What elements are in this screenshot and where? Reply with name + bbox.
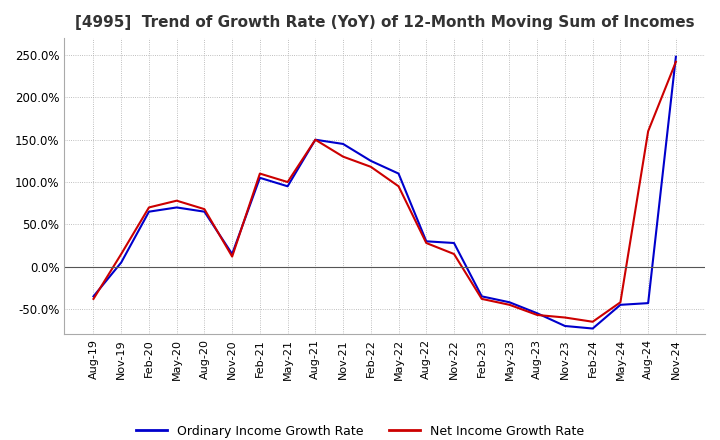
- Net Income Growth Rate: [172, 198, 181, 203]
- Line: Ordinary Income Growth Rate: Ordinary Income Growth Rate: [94, 57, 676, 329]
- Net Income Growth Rate: [89, 296, 98, 301]
- Ordinary Income Growth Rate: [672, 54, 680, 59]
- Ordinary Income Growth Rate: [395, 171, 403, 176]
- Net Income Growth Rate: [561, 315, 570, 320]
- Net Income Growth Rate: [283, 180, 292, 185]
- Ordinary Income Growth Rate: [450, 240, 459, 246]
- Net Income Growth Rate: [228, 254, 236, 259]
- Ordinary Income Growth Rate: [228, 251, 236, 257]
- Net Income Growth Rate: [616, 300, 625, 305]
- Ordinary Income Growth Rate: [117, 260, 125, 265]
- Ordinary Income Growth Rate: [644, 301, 652, 306]
- Ordinary Income Growth Rate: [533, 311, 541, 316]
- Net Income Growth Rate: [644, 128, 652, 134]
- Ordinary Income Growth Rate: [339, 141, 348, 147]
- Net Income Growth Rate: [477, 296, 486, 301]
- Ordinary Income Growth Rate: [477, 294, 486, 299]
- Ordinary Income Growth Rate: [145, 209, 153, 214]
- Line: Net Income Growth Rate: Net Income Growth Rate: [94, 62, 676, 322]
- Net Income Growth Rate: [339, 154, 348, 159]
- Net Income Growth Rate: [256, 171, 264, 176]
- Ordinary Income Growth Rate: [616, 302, 625, 308]
- Ordinary Income Growth Rate: [366, 158, 375, 164]
- Net Income Growth Rate: [366, 164, 375, 169]
- Title: [4995]  Trend of Growth Rate (YoY) of 12-Month Moving Sum of Incomes: [4995] Trend of Growth Rate (YoY) of 12-…: [75, 15, 695, 30]
- Net Income Growth Rate: [533, 312, 541, 318]
- Ordinary Income Growth Rate: [200, 209, 209, 214]
- Ordinary Income Growth Rate: [422, 238, 431, 244]
- Ordinary Income Growth Rate: [311, 137, 320, 143]
- Net Income Growth Rate: [311, 137, 320, 143]
- Ordinary Income Growth Rate: [283, 183, 292, 189]
- Ordinary Income Growth Rate: [561, 323, 570, 329]
- Net Income Growth Rate: [422, 240, 431, 246]
- Net Income Growth Rate: [395, 183, 403, 189]
- Ordinary Income Growth Rate: [172, 205, 181, 210]
- Ordinary Income Growth Rate: [588, 326, 597, 331]
- Net Income Growth Rate: [145, 205, 153, 210]
- Net Income Growth Rate: [200, 206, 209, 212]
- Net Income Growth Rate: [588, 319, 597, 324]
- Net Income Growth Rate: [117, 251, 125, 257]
- Net Income Growth Rate: [505, 302, 514, 308]
- Ordinary Income Growth Rate: [505, 300, 514, 305]
- Net Income Growth Rate: [450, 251, 459, 257]
- Net Income Growth Rate: [672, 59, 680, 64]
- Ordinary Income Growth Rate: [89, 294, 98, 299]
- Legend: Ordinary Income Growth Rate, Net Income Growth Rate: Ordinary Income Growth Rate, Net Income …: [131, 420, 589, 440]
- Ordinary Income Growth Rate: [256, 175, 264, 180]
